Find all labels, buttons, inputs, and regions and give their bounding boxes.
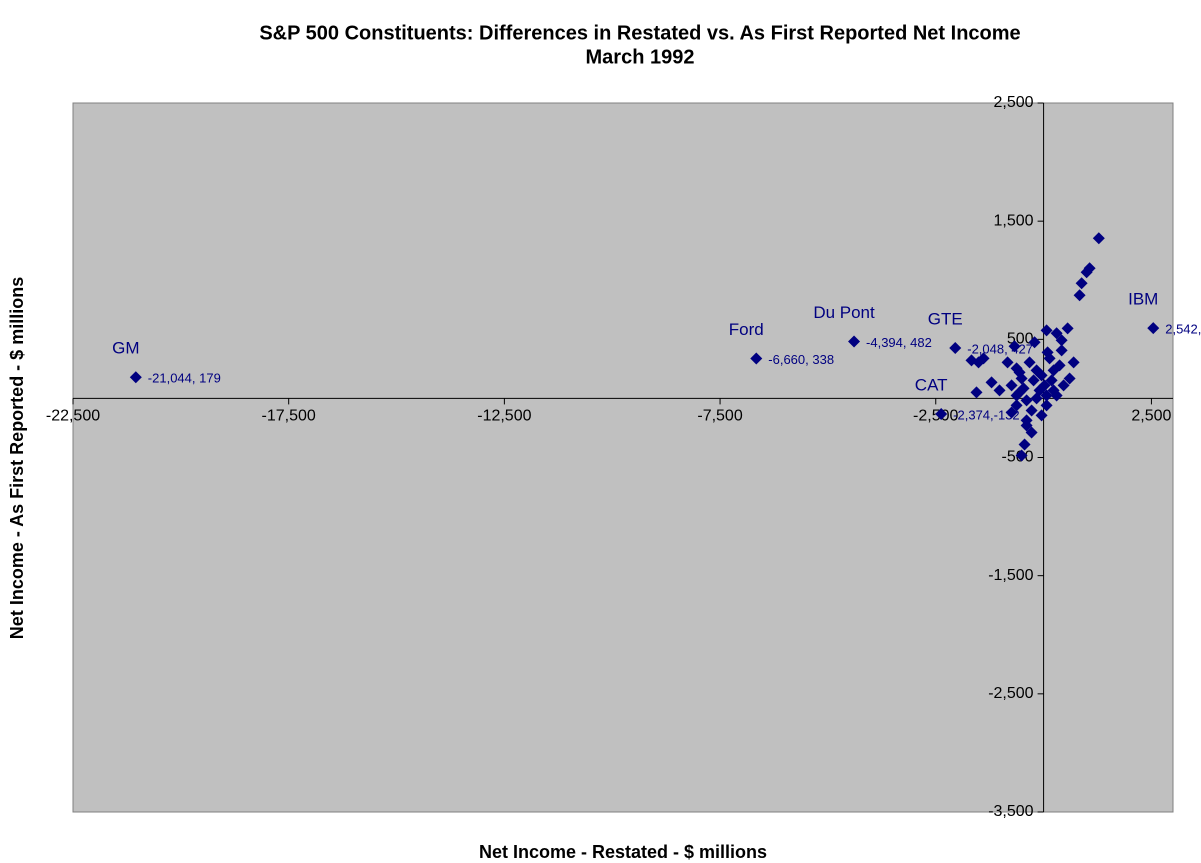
data-point	[1080, 266, 1093, 279]
data-point	[1018, 438, 1031, 451]
data-point	[129, 371, 142, 384]
point-name: GM	[112, 339, 139, 358]
value-label: 2,542, 595	[1165, 322, 1201, 337]
data-point	[1017, 382, 1030, 395]
data-point	[1092, 232, 1105, 245]
data-point	[1053, 359, 1066, 372]
data-point	[848, 335, 861, 348]
data-point	[1067, 356, 1080, 369]
data-point	[1055, 344, 1068, 357]
data-point	[1005, 379, 1018, 392]
data-point	[935, 408, 948, 421]
value-label: -21,044, 179	[148, 371, 221, 386]
y-axis-title: Net Income - As First Reported - $ milli…	[7, 277, 27, 639]
x-tick-label: -22,500	[46, 408, 100, 425]
data-point	[1047, 384, 1060, 397]
data-point	[750, 352, 763, 365]
data-point	[1015, 449, 1028, 462]
x-tick-label: -17,500	[262, 408, 316, 425]
y-tick-label: -2,500	[988, 685, 1033, 702]
data-point	[1057, 379, 1070, 392]
data-point	[1040, 324, 1053, 337]
data-point	[1045, 374, 1058, 387]
point-name: IBM	[1128, 290, 1158, 309]
x-tick-label: -12,500	[477, 408, 531, 425]
data-point	[1038, 379, 1051, 392]
point-name: GTE	[928, 309, 963, 328]
point-name: CAT	[915, 375, 948, 394]
data-point	[1005, 406, 1018, 419]
data-point	[1027, 374, 1040, 387]
data-point	[1025, 404, 1038, 417]
data-point	[1023, 356, 1036, 369]
data-point	[985, 376, 998, 389]
data-point	[1013, 366, 1026, 379]
data-point	[1020, 394, 1033, 407]
data-point	[1030, 364, 1043, 377]
data-point	[1001, 356, 1014, 369]
data-point	[1061, 322, 1074, 335]
data-point	[1055, 334, 1068, 347]
chart-title: S&P 500 Constituents: Differences in Res…	[259, 22, 1020, 44]
y-tick-label: 2,500	[994, 94, 1034, 111]
data-point	[1040, 389, 1053, 402]
data-point	[949, 341, 962, 354]
data-point	[1041, 346, 1054, 359]
data-point	[1010, 389, 1023, 402]
point-name: Du Pont	[813, 303, 875, 322]
value-label: -2,374,-132	[953, 407, 1020, 422]
x-tick-label: 2,500	[1131, 408, 1171, 425]
data-point	[972, 356, 985, 369]
value-label: -6,660, 338	[768, 352, 834, 367]
value-label: -4,394, 482	[866, 335, 932, 350]
data-point	[1008, 340, 1021, 353]
point-name: Ford	[729, 320, 764, 339]
chart-subtitle: March 1992	[586, 46, 695, 68]
plot-area	[72, 102, 1174, 813]
data-point	[1075, 277, 1088, 290]
data-point	[993, 384, 1006, 397]
data-point	[1020, 414, 1033, 427]
data-point	[970, 386, 983, 399]
data-point	[1010, 399, 1023, 412]
y-tick-label: -3,500	[988, 803, 1033, 820]
x-tick-label: -2,500	[913, 408, 958, 425]
data-point	[1147, 322, 1160, 335]
value-label: -2,048, 427	[967, 341, 1033, 356]
data-point	[1063, 372, 1076, 385]
x-tick-label: -7,500	[697, 408, 742, 425]
data-point	[1025, 426, 1038, 439]
y-tick-label: 1,500	[994, 212, 1034, 229]
x-axis-title: Net Income - Restated - $ millions	[479, 842, 767, 862]
data-point	[1073, 289, 1086, 302]
data-point	[1035, 409, 1048, 422]
data-point	[1028, 336, 1041, 349]
y-tick-label: -1,500	[988, 567, 1033, 584]
data-point	[1040, 399, 1053, 412]
